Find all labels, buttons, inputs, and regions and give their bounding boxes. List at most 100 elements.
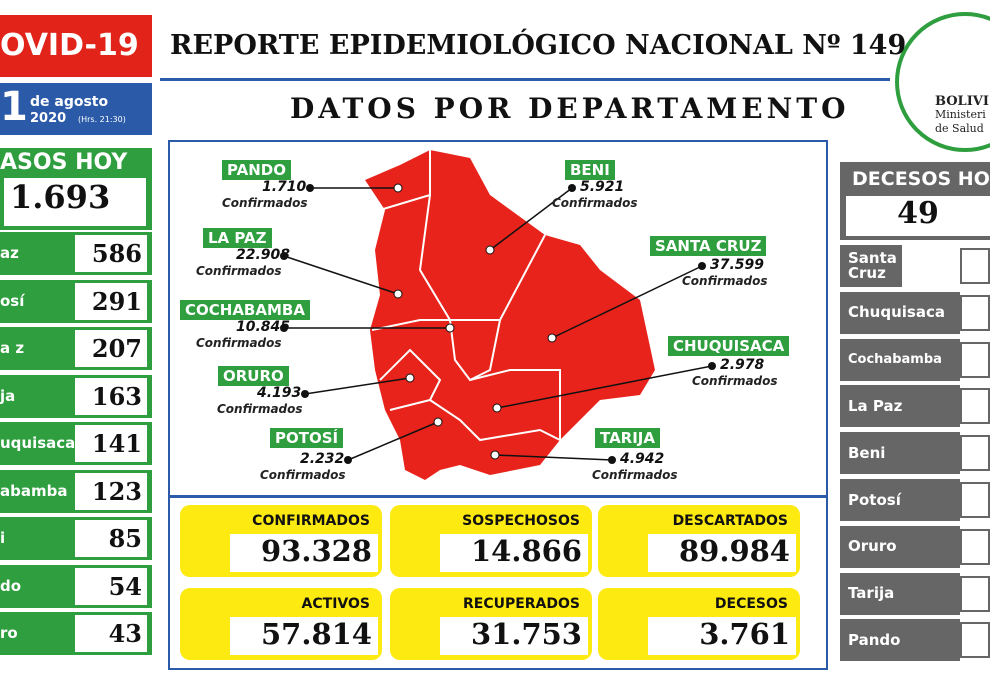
map-panel [168,140,828,495]
department-note: Confirmados [260,468,346,482]
map-dot [492,403,502,413]
date-day: 1 [0,84,28,130]
cases-total: 1.693 [4,178,146,226]
callout-line [347,421,439,461]
map-dot [433,417,443,427]
department-label: POTOSÍ [270,428,344,448]
logo-text: de Salud [935,122,984,135]
death-row: Pando [840,619,960,662]
department-label: LA PAZ [203,228,272,248]
department-label: CHUQUISACA [668,336,790,356]
death-value-box [960,528,990,565]
case-name: az [0,244,19,262]
department-label: TARIJA [595,428,660,448]
case-value: 586 [75,235,147,272]
case-name: i [0,529,6,547]
bolivia-map [365,150,655,480]
date-text: de agosto [30,94,109,110]
death-value-box [960,341,990,378]
department-value: 10.845 [236,319,291,335]
death-row: Santa Cruz [840,245,902,287]
case-value: 141 [75,425,147,462]
department-note: Confirmados [196,264,282,278]
department-label: SANTA CRUZ [650,236,767,256]
map-dot [547,333,557,343]
department-value: 4.193 [257,385,302,401]
death-row: Cochabamba [840,338,960,381]
date-time: (Hrs. 21:30) [78,115,126,124]
callout-dot [280,324,288,332]
divider [160,78,890,81]
department-note: Confirmados [552,196,638,210]
callout-line [551,265,703,339]
map-dot [445,323,455,333]
summary-value: 14.866 [440,534,588,572]
summary-label: SOSPECHOSOS [462,513,580,529]
callout-dot [306,184,314,192]
death-value-box [960,575,990,612]
case-value: 123 [75,472,147,510]
callout-line [283,255,399,295]
callout-dot [698,262,706,270]
department-value: 4.942 [620,451,665,467]
section-title: DATOS POR DEPARTAMENTO [290,92,850,125]
case-value: 85 [75,520,147,557]
callout-dot [568,184,576,192]
death-value-box [960,294,990,331]
case-name: do [0,576,22,595]
callout-dot [344,456,352,464]
death-row: Chuquisaca [840,291,960,334]
case-value: 291 [75,282,147,320]
case-name: uquisaca [0,434,76,452]
date-year: 2020 [30,111,67,126]
map-dot [490,450,500,460]
case-name: osí [0,291,25,310]
case-value: 163 [75,377,147,415]
summary-value: 89.984 [648,534,796,572]
department-label: PANDO [222,160,291,180]
callout-dot [280,252,288,260]
map-dot [485,245,495,255]
department-label: BENI [565,160,615,180]
department-note: Confirmados [682,274,768,288]
death-row: La Paz [840,385,960,428]
department-note: Confirmados [217,402,303,416]
callout-dot [608,456,616,464]
callout-dot [301,390,309,398]
summary-panel [168,495,828,670]
cases-title: ASOS HOY [0,150,128,175]
summary-value: 3.761 [648,617,796,655]
case-value: 43 [75,615,147,652]
callout-line [489,187,573,251]
report-title: REPORTE EPIDEMIOLÓGICO NACIONAL Nº 149 [170,30,907,61]
death-value-box [960,622,990,659]
summary-label: ACTIVOS [301,596,370,612]
case-name: abamba [0,481,68,500]
department-value: 5.921 [580,179,625,195]
department-note: Confirmados [222,196,308,210]
summary-value: 57.814 [230,617,378,655]
death-row: Oruro [840,525,960,568]
death-value-box [960,435,990,472]
summary-label: DECESOS [714,596,788,612]
summary-label: RECUPERADOS [462,596,580,612]
logo-text: Ministeri [935,108,986,121]
map-dot [405,373,415,383]
department-note: Confirmados [196,336,282,350]
department-note: Confirmados [592,468,678,482]
covid-title: OVID-19 [0,28,139,63]
death-row: Potosí [840,479,960,521]
summary-label: CONFIRMADOS [252,513,370,529]
callout-line [304,377,411,395]
death-value-box [960,388,990,425]
summary-value: 93.328 [230,534,378,572]
death-value-box [960,482,990,518]
department-value: 1.710 [262,179,307,195]
logo-text: BOLIVI [935,94,989,109]
date-banner [0,83,152,135]
death-row: Tarija [840,572,960,615]
deaths-total: 49 [846,196,990,236]
death-value-box [960,248,990,284]
deaths-title: DECESOS HO [852,168,990,190]
